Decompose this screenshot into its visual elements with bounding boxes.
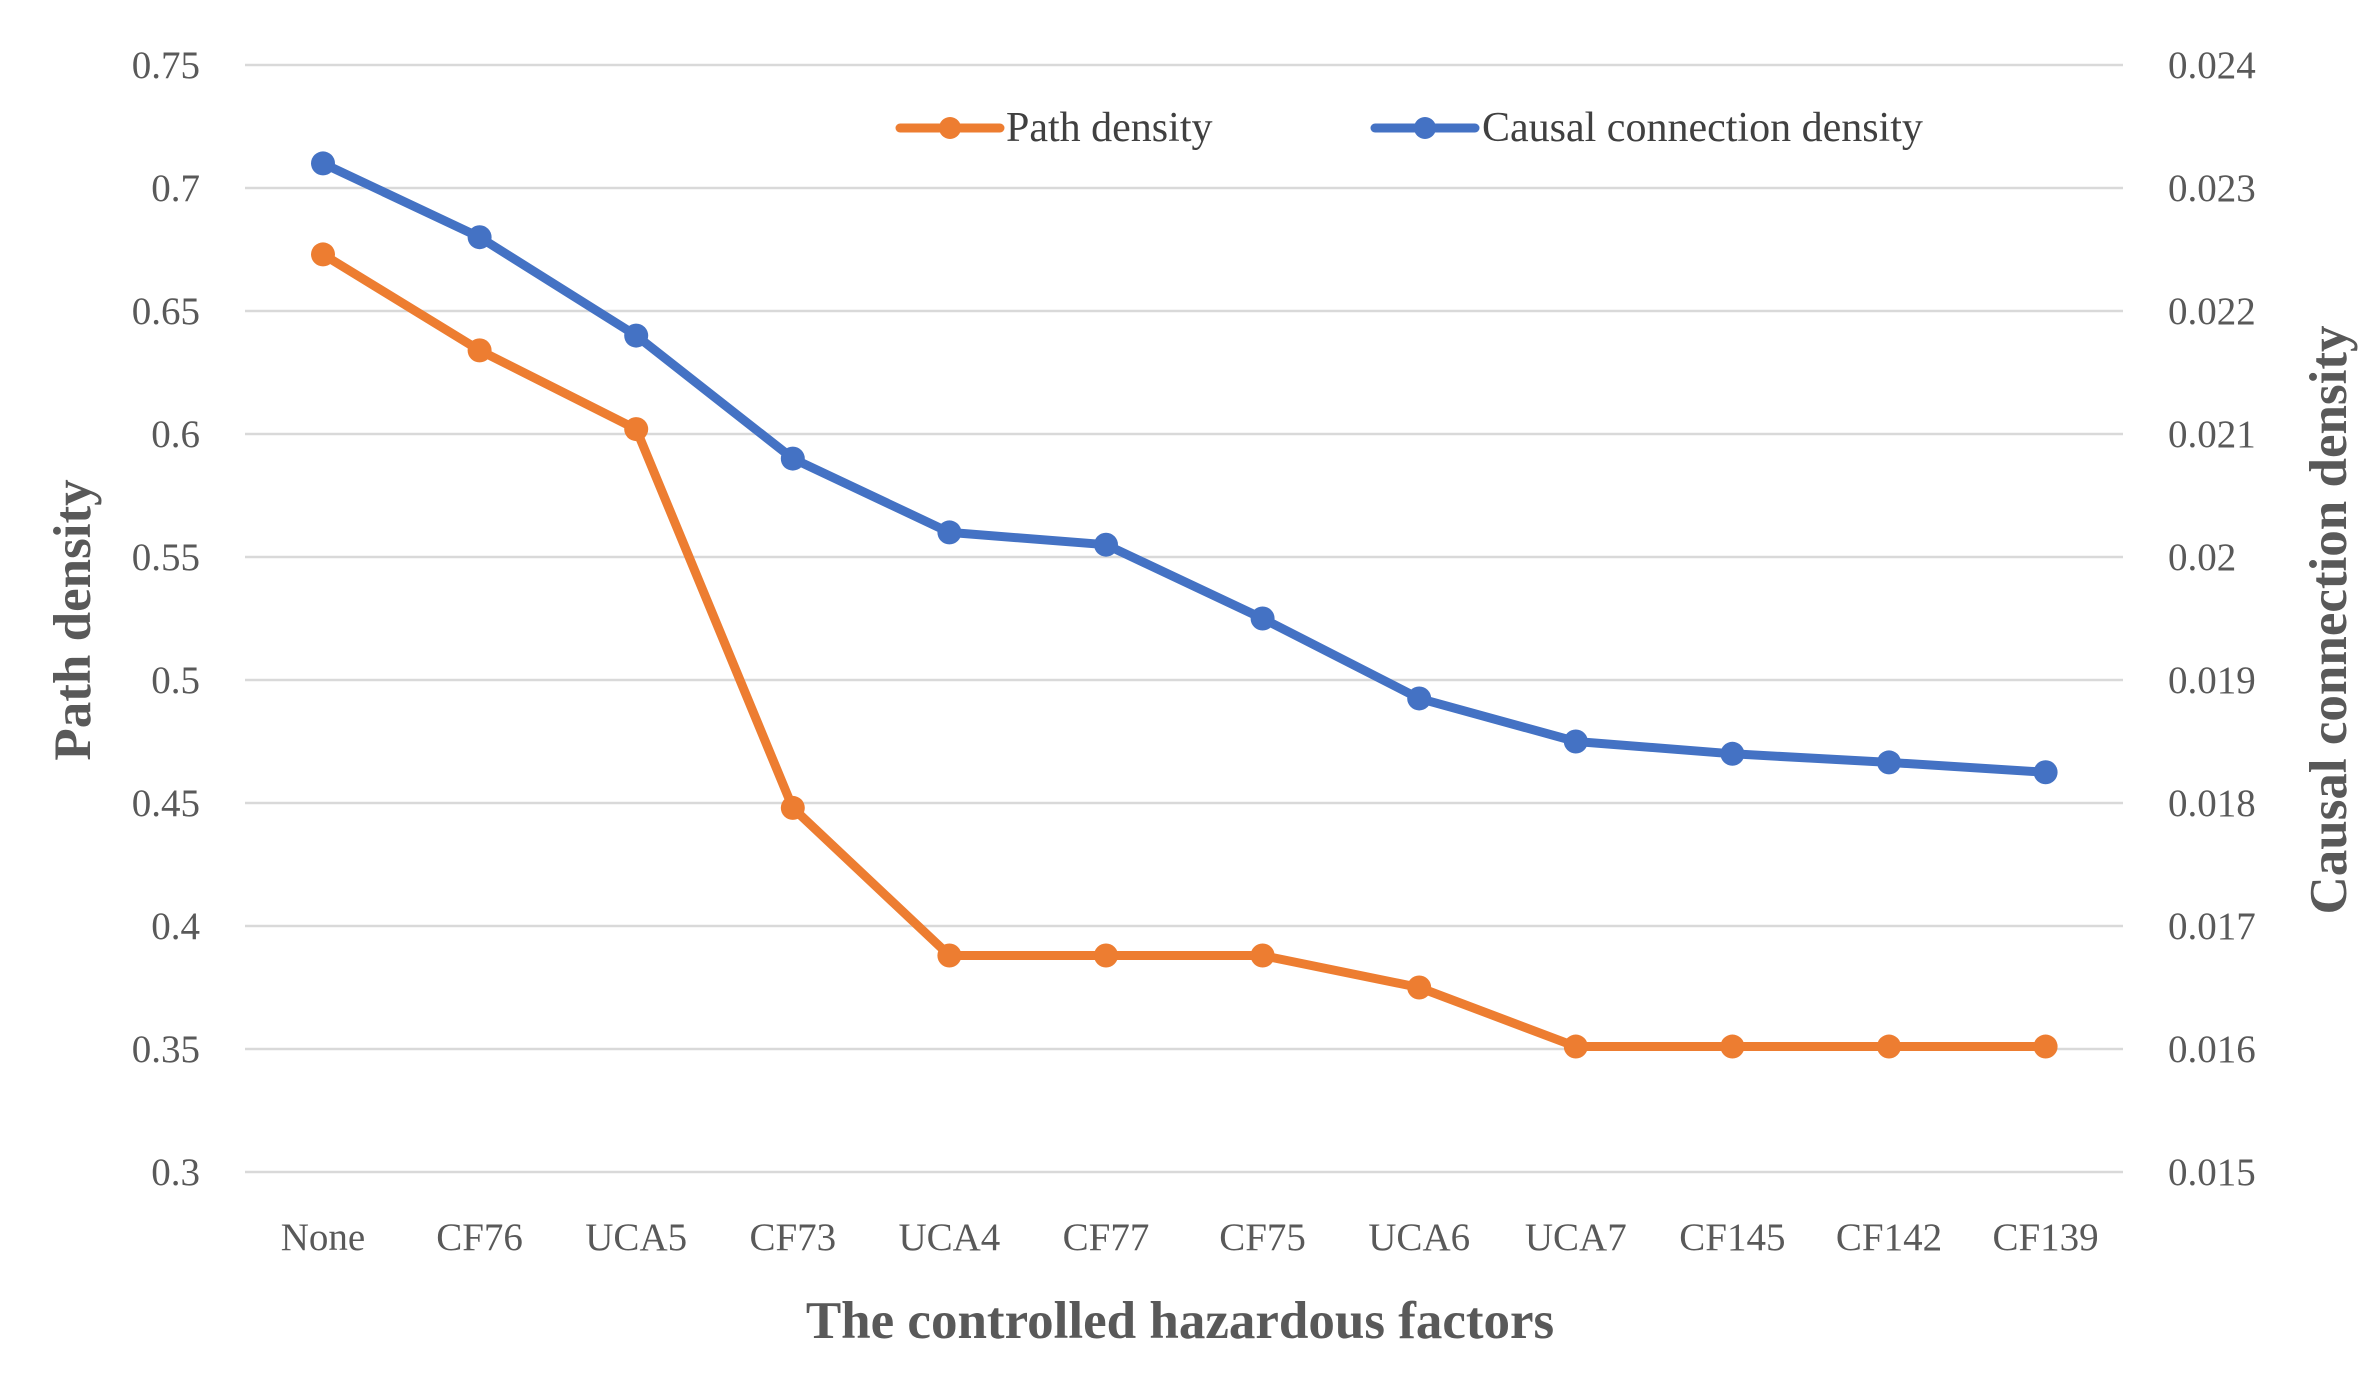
data-point-path-density-cf76 <box>467 338 492 363</box>
left-y-tick-label: 0.3 <box>151 1151 200 1194</box>
right-y-tick-label: 0.015 <box>2168 1151 2256 1194</box>
right-y-tick-label: 0.023 <box>2168 167 2256 210</box>
right-y-tick-label: 0.021 <box>2168 413 2256 456</box>
data-point-causal-connection-density-cf77 <box>1094 532 1118 557</box>
left-y-tick-label: 0.7 <box>151 167 200 210</box>
x-tick-label-cf77: CF77 <box>1063 1216 1150 1259</box>
right-y-tick-label: 0.02 <box>2168 536 2236 579</box>
right-y-tick-label: 0.016 <box>2168 1028 2256 1071</box>
x-tick-label-uca5: UCA5 <box>585 1216 687 1259</box>
data-point-causal-connection-density-cf75 <box>1250 606 1275 631</box>
legend-label-causal-connection-density: Causal connection density <box>1482 105 1923 151</box>
series-causal-connection-density <box>311 151 2058 785</box>
left-y-tick-label: 0.55 <box>132 536 200 579</box>
gridlines <box>245 63 2123 1174</box>
data-point-causal-connection-density-cf76 <box>467 225 492 250</box>
x-tick-label-cf145: CF145 <box>1679 1216 1785 1259</box>
data-point-causal-connection-density-cf142 <box>1877 750 1901 775</box>
legend-marker-causal-connection-density <box>1414 117 1436 139</box>
x-axis-title: The controlled hazardous factors <box>806 1292 1554 1350</box>
x-axis-ticks: None CF76 UCA5 CF73 UCA4 CF77 CF75 UCA6 UCA7 CF14… <box>281 1216 2099 1259</box>
x-tick-label-uca4: UCA4 <box>898 1216 1000 1259</box>
data-point-path-density-cf75 <box>1250 943 1275 968</box>
right-y-tick-label: 0.018 <box>2168 782 2256 825</box>
data-point-path-density-none <box>311 242 335 267</box>
series-line-path-density <box>318 249 2051 1052</box>
data-point-causal-connection-density-uca4 <box>937 520 962 545</box>
series-path-density <box>311 242 2058 1059</box>
data-point-causal-connection-density-cf145 <box>1720 741 1745 766</box>
data-point-path-density-uca5 <box>624 417 649 442</box>
data-point-causal-connection-density-none <box>311 151 335 176</box>
data-point-path-density-cf73 <box>780 795 805 820</box>
x-tick-label-uca6: UCA6 <box>1368 1216 1470 1259</box>
data-point-path-density-uca6 <box>1407 975 1432 1000</box>
x-tick-label-cf139: CF139 <box>1992 1216 2098 1259</box>
right-y-tick-label: 0.017 <box>2168 905 2256 948</box>
right-y-axis-ticks: 0.015 0.016 0.017 0.018 0.019 0.02 0.021 0.022 0… <box>2168 44 2256 1194</box>
series <box>311 151 2058 1059</box>
series-line-causal-connection-density <box>318 158 2051 777</box>
legend: Path density Causal connection density <box>895 105 1923 151</box>
data-point-path-density-uca4 <box>937 943 962 968</box>
left-y-tick-label: 0.65 <box>132 290 200 333</box>
legend-item-causal-connection-density: Causal connection density <box>1370 105 1923 151</box>
right-y-tick-label: 0.024 <box>2168 44 2256 87</box>
right-y-tick-label: 0.019 <box>2168 659 2256 702</box>
x-tick-label-cf76: CF76 <box>436 1216 523 1259</box>
left-y-tick-label: 0.4 <box>151 905 200 948</box>
legend-marker-path-density <box>939 117 961 139</box>
x-tick-label-uca7: UCA7 <box>1525 1216 1627 1259</box>
left-y-tick-label: 0.6 <box>151 413 200 456</box>
data-point-path-density-uca7 <box>1563 1034 1588 1059</box>
data-point-path-density-cf77 <box>1094 943 1118 968</box>
x-tick-label-cf75: CF75 <box>1219 1216 1306 1259</box>
x-tick-label-cf142: CF142 <box>1836 1216 1942 1259</box>
left-y-tick-label: 0.35 <box>132 1028 200 1071</box>
legend-item-path-density: Path density <box>895 105 1213 151</box>
data-point-causal-connection-density-uca5 <box>624 323 649 348</box>
right-y-axis-title: Causal connection density <box>2300 326 2358 915</box>
data-point-path-density-cf145 <box>1720 1034 1745 1059</box>
x-tick-label-cf73: CF73 <box>749 1216 836 1259</box>
data-point-causal-connection-density-uca6 <box>1407 686 1432 711</box>
left-y-axis-ticks: 0.3 0.35 0.4 0.45 0.5 0.55 0.6 0.65 0.7 0.75 <box>132 44 200 1194</box>
left-y-axis-title: Path density <box>44 479 102 760</box>
x-tick-label-none: None <box>281 1216 365 1259</box>
data-point-causal-connection-density-uca7 <box>1563 729 1588 754</box>
data-point-causal-connection-density-cf139 <box>2033 760 2058 785</box>
data-point-causal-connection-density-cf73 <box>780 446 805 471</box>
data-point-path-density-cf142 <box>1877 1034 1901 1059</box>
left-y-tick-label: 0.75 <box>132 44 200 87</box>
right-y-tick-label: 0.022 <box>2168 290 2256 333</box>
legend-label-path-density: Path density <box>1006 105 1213 151</box>
data-point-path-density-cf139 <box>2033 1034 2058 1059</box>
left-y-tick-label: 0.45 <box>132 782 200 825</box>
left-y-tick-label: 0.5 <box>151 659 200 702</box>
